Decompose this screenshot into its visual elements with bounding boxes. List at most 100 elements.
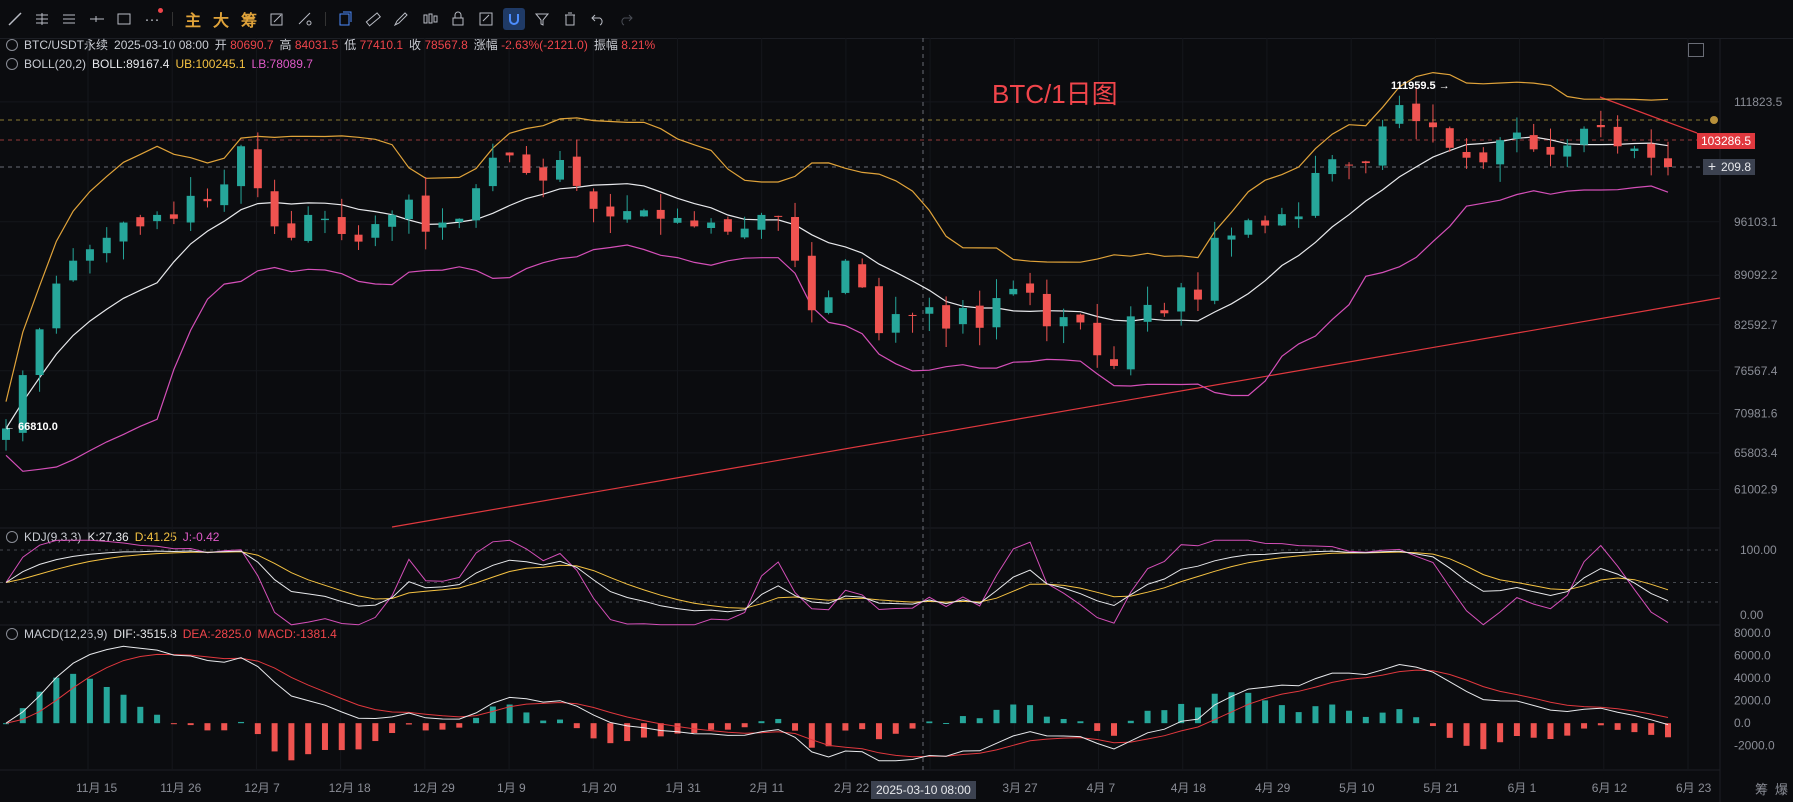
macd-bar bbox=[1497, 723, 1504, 743]
liquidation-button[interactable]: 爆 bbox=[1775, 782, 1789, 797]
candle-body bbox=[874, 286, 883, 334]
x-tick-label: 2月 11 bbox=[750, 781, 785, 795]
candle-body bbox=[203, 198, 212, 202]
redo-icon[interactable] bbox=[615, 8, 637, 30]
macd-bar bbox=[775, 718, 782, 724]
lower-band bbox=[5, 185, 1669, 472]
macd-bar bbox=[842, 723, 849, 731]
x-tick-label: 5月 10 bbox=[1339, 781, 1375, 795]
candles-icon[interactable] bbox=[419, 8, 441, 30]
x-tick-label: 1月 31 bbox=[665, 781, 701, 795]
macd-bar bbox=[926, 721, 933, 724]
candle-body bbox=[807, 255, 816, 311]
macd-bar bbox=[1480, 723, 1487, 750]
macd-bar bbox=[523, 712, 530, 724]
y-tick-label: 89092.2 bbox=[1734, 268, 1778, 282]
kdj-bell-icon[interactable] bbox=[6, 531, 18, 543]
macd-bar bbox=[1278, 705, 1285, 724]
change-value: -2.63%(-2121.0) bbox=[501, 38, 588, 52]
horizontal-ray-icon[interactable] bbox=[86, 8, 108, 30]
note-icon[interactable] bbox=[475, 8, 497, 30]
main-chart-toggle[interactable]: 主 bbox=[184, 13, 201, 30]
high-annotation: 111959.5 → bbox=[1391, 80, 1450, 92]
macd-bar bbox=[1060, 718, 1067, 724]
trend-line-icon[interactable] bbox=[4, 8, 26, 30]
shape-edit-icon[interactable] bbox=[266, 8, 288, 30]
change-label: 涨幅 bbox=[473, 38, 498, 52]
macd-bar bbox=[1665, 723, 1671, 738]
lb-value: LB:78089.7 bbox=[251, 57, 313, 71]
candle-body bbox=[673, 217, 682, 223]
candle-body bbox=[707, 222, 716, 229]
x-tick-label: 12月 7 bbox=[244, 781, 280, 795]
macd-bar bbox=[607, 723, 614, 744]
ruler-icon[interactable] bbox=[362, 8, 384, 30]
d-line bbox=[5, 551, 1669, 609]
macd-bar bbox=[1429, 723, 1436, 727]
parallel-lines-icon[interactable] bbox=[31, 8, 53, 30]
candle-body bbox=[623, 211, 632, 220]
high-label: 高 bbox=[279, 38, 292, 52]
rectangle-icon[interactable] bbox=[113, 8, 135, 30]
y-tick-label: 111823.5 bbox=[1734, 95, 1783, 109]
candle-body bbox=[824, 297, 833, 313]
undo-icon[interactable] bbox=[587, 8, 609, 30]
filter-icon[interactable] bbox=[531, 8, 553, 30]
macd-bar bbox=[288, 723, 295, 761]
candle-body bbox=[153, 214, 162, 222]
gear-icon[interactable] bbox=[6, 38, 18, 51]
horizontal-lines-icon[interactable] bbox=[58, 8, 80, 30]
large-order-toggle[interactable]: 大 bbox=[212, 13, 229, 30]
x-tick-label: 6月 12 bbox=[1592, 781, 1628, 795]
candle-body bbox=[1546, 146, 1555, 155]
x-tick-label: 5月 21 bbox=[1423, 781, 1459, 795]
candle-body bbox=[52, 283, 61, 329]
chip-button[interactable]: 筹 bbox=[1755, 782, 1769, 797]
magnet-icon[interactable] bbox=[503, 8, 525, 30]
chart-title: BTC/1日图 bbox=[992, 79, 1118, 109]
lock-icon[interactable] bbox=[447, 8, 469, 30]
macd-bar bbox=[355, 723, 362, 750]
boll-header: BOLL(20,2) BOLL:89167.4 UB:100245.1 LB:7… bbox=[6, 57, 313, 71]
candle-body bbox=[992, 298, 1001, 328]
fullscreen-icon[interactable] bbox=[1688, 43, 1704, 57]
macd-tick: 0.0 bbox=[1734, 716, 1751, 730]
macd-bar bbox=[1513, 723, 1520, 736]
candle-body bbox=[858, 264, 867, 288]
macd-bar bbox=[53, 677, 60, 724]
candle-body bbox=[740, 228, 749, 238]
macd-bar bbox=[1111, 723, 1117, 736]
x-tick-label: 6月 1 bbox=[1508, 781, 1537, 795]
macd-bar bbox=[1581, 723, 1588, 729]
macd-bar bbox=[825, 723, 832, 747]
candle-body bbox=[1630, 148, 1639, 151]
macd-bar bbox=[1178, 703, 1185, 724]
bell-icon[interactable] bbox=[6, 58, 18, 70]
macd-bar bbox=[758, 721, 765, 724]
candle-body bbox=[438, 222, 447, 228]
candle-body bbox=[371, 224, 380, 238]
candle-body bbox=[1647, 143, 1656, 158]
macd-bar bbox=[892, 723, 899, 734]
chip-toggle[interactable]: 筹 bbox=[240, 13, 257, 30]
candle-body bbox=[1076, 314, 1085, 323]
trash-icon[interactable] bbox=[559, 8, 581, 30]
pen-icon[interactable] bbox=[390, 8, 412, 30]
candle-body bbox=[270, 191, 279, 227]
candle-body bbox=[237, 146, 246, 187]
macd-bar bbox=[3, 723, 9, 725]
x-tick-label: 3月 27 bbox=[1002, 781, 1038, 795]
y-tick-label: 76567.4 bbox=[1734, 364, 1778, 378]
macd-bar bbox=[976, 718, 983, 724]
macd-bell-icon[interactable] bbox=[6, 628, 18, 640]
measure-icon[interactable] bbox=[294, 8, 316, 30]
macd-bar bbox=[456, 723, 463, 728]
add-alert-button[interactable]: + bbox=[1703, 159, 1721, 175]
copy-icon[interactable] bbox=[334, 8, 356, 30]
y-tick-label: 82592.7 bbox=[1734, 318, 1778, 332]
more-icon[interactable]: ··· bbox=[141, 8, 163, 30]
d-value: D:41.25 bbox=[134, 530, 177, 544]
macd-bar bbox=[70, 673, 77, 724]
x-tick-label: 4月 18 bbox=[1171, 781, 1207, 795]
